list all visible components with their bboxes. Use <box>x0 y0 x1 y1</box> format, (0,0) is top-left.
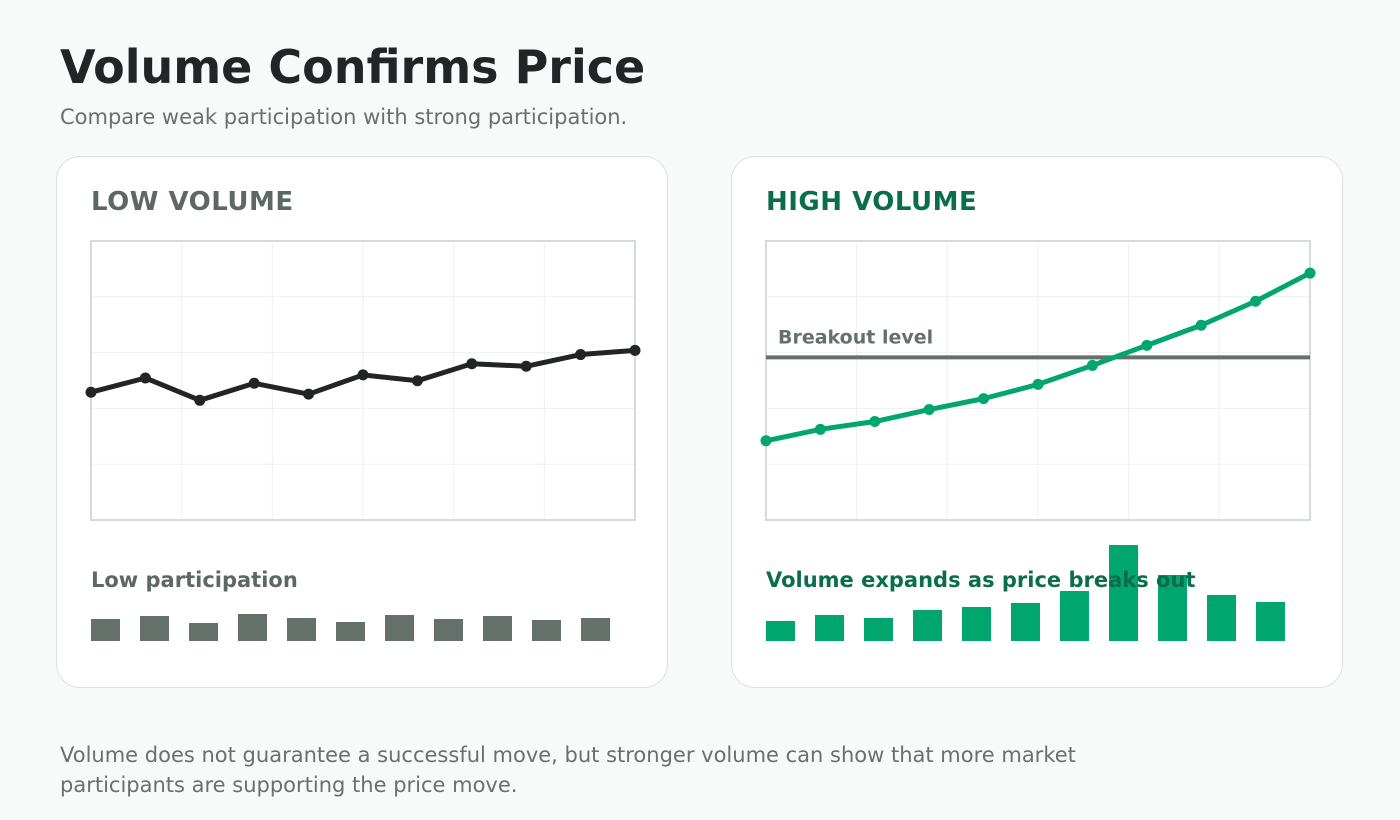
price-point <box>303 388 315 400</box>
volume-bar <box>532 620 561 641</box>
low-volume-card: LOW VOLUME Low participation <box>56 156 668 688</box>
volume-bar <box>815 615 844 641</box>
price-point <box>1086 359 1098 371</box>
high-volume-card: HIGH VOLUME Breakout level Volume expands… <box>731 156 1343 688</box>
breakout-label: Breakout level <box>778 326 933 348</box>
price-point <box>978 393 990 405</box>
plot-frame <box>765 240 1311 521</box>
volume-bar <box>483 616 512 641</box>
price-point <box>248 377 260 389</box>
volume-bar <box>864 618 893 641</box>
page-title: Volume Confirms Price <box>60 40 646 94</box>
volume-bar <box>336 622 365 641</box>
volume-label: Volume expands as price breaks out <box>766 568 1195 592</box>
price-point <box>923 404 935 416</box>
price-point <box>357 369 369 381</box>
price-point <box>520 360 532 372</box>
volume-bar <box>766 621 795 641</box>
price-point <box>411 375 423 387</box>
price-point <box>194 394 206 406</box>
price-point <box>760 435 772 447</box>
volume-bar <box>1207 595 1236 641</box>
price-point <box>1141 339 1153 351</box>
price-point <box>1304 267 1316 279</box>
price-point <box>1032 378 1044 390</box>
price-point <box>814 423 826 435</box>
price-point <box>575 349 587 361</box>
page-subtitle: Compare weak participation with strong p… <box>60 105 628 129</box>
volume-bar <box>913 610 942 641</box>
price-point <box>629 344 641 356</box>
low-volume-chart: Low participation <box>85 240 641 641</box>
volume-bar <box>385 615 414 641</box>
high-volume-chart: Breakout level Volume expands as price br… <box>760 240 1316 641</box>
price-point <box>1250 295 1262 307</box>
high-volume-title: HIGH VOLUME <box>766 187 978 217</box>
volume-bar <box>91 619 120 641</box>
volume-bar <box>581 618 610 641</box>
volume-bar <box>434 619 463 641</box>
price-point <box>869 416 881 428</box>
volume-bar <box>1060 591 1089 641</box>
volume-bar <box>1011 603 1040 641</box>
plot-frame <box>90 240 636 521</box>
volume-bar <box>1256 602 1285 641</box>
price-point <box>1195 319 1207 331</box>
price-point <box>466 358 478 370</box>
volume-bar <box>1109 545 1138 641</box>
volume-bar <box>238 614 267 641</box>
price-point <box>139 372 151 384</box>
volume-bar <box>287 618 316 641</box>
volume-bar <box>962 607 991 641</box>
volume-label: Low participation <box>91 568 298 592</box>
volume-bar <box>140 616 169 641</box>
price-point <box>85 386 97 398</box>
footer-note: Volume does not guarantee a successful m… <box>60 743 1076 797</box>
volume-bar <box>1158 575 1187 641</box>
volume-bar <box>189 623 218 641</box>
low-volume-title: LOW VOLUME <box>91 187 294 217</box>
